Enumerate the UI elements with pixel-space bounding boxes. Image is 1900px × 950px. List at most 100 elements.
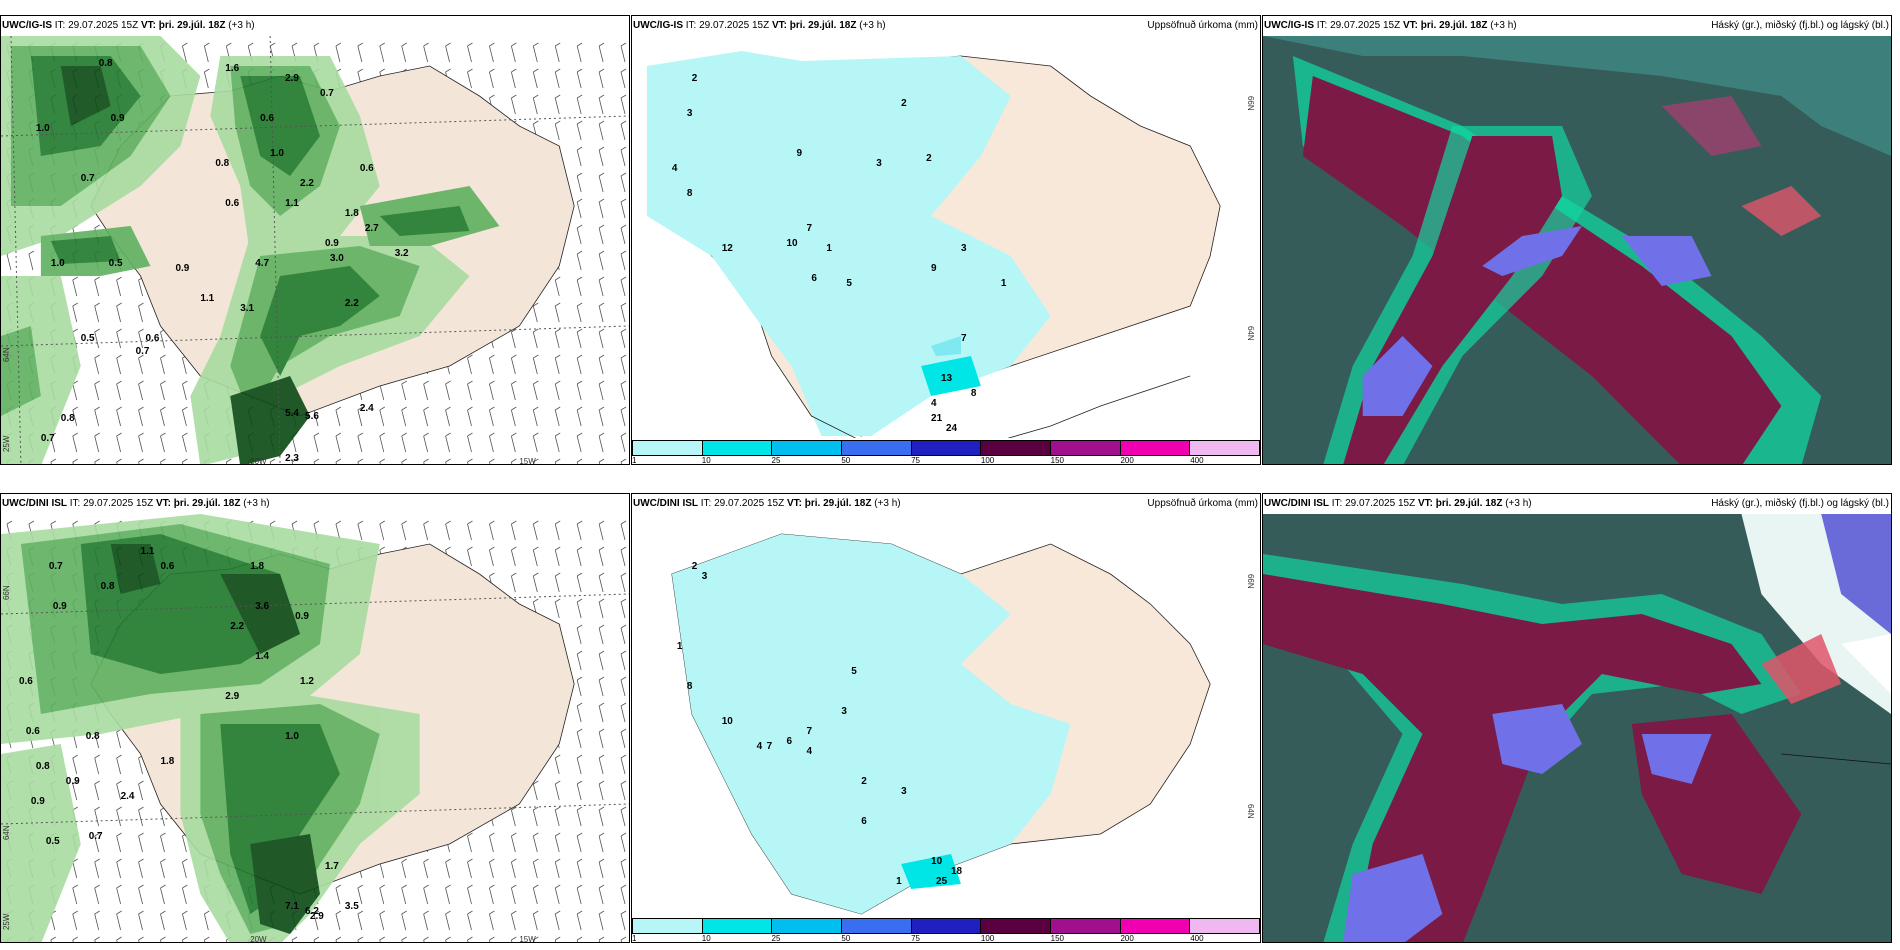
colorbar-segment [842,919,912,933]
wind-barb-tick [555,598,561,603]
wind-barb [160,887,165,905]
wind-barb [72,783,78,801]
wind-barb [401,913,407,931]
wind-barb-tick [138,302,144,307]
value-label: 25 [936,876,948,887]
wind-barb-tick [116,432,122,437]
map-canvas [1263,36,1891,464]
wind-barb [532,783,538,801]
wind-barb-tick [138,380,144,385]
value-label: 0.6 [146,333,160,344]
wind-barb-tick [620,250,627,255]
wind-barb-tick [489,546,495,551]
value-label: 8 [687,188,693,199]
wind-barb [138,887,143,905]
wind-barb [423,523,429,541]
wind-barb [510,523,516,541]
wind-barb-tick [511,432,517,437]
wind-barb [467,409,472,427]
wind-barb-tick [598,432,605,437]
wind-barb [138,913,143,931]
wind-barb-tick [467,520,473,525]
wind-barb-tick [598,68,605,73]
wind-barb [576,679,582,697]
wind-barb [138,383,143,401]
wind-barb [72,305,78,323]
wind-barb-tick [620,458,627,463]
wind-barb-tick [269,520,276,525]
wind-barb-tick [116,910,122,915]
wind-barb [116,383,122,401]
wind-barb-tick [357,42,364,47]
value-label: 2.2 [300,178,314,189]
wind-barb [620,861,626,879]
wind-barb-tick [94,406,100,411]
wind-barb [576,575,582,593]
wind-barb [620,409,626,427]
wind-barb [489,887,494,905]
wind-barb-tick [138,806,144,811]
wind-barb [620,705,626,723]
value-label: 1.0 [51,258,65,269]
wind-barb-tick [576,224,583,229]
colorbar-segment [633,441,703,455]
wind-barb-tick [445,380,451,385]
wind-barb [467,887,472,905]
wind-barb-tick [401,858,407,863]
wind-barb [203,913,209,931]
wind-barb [598,123,604,141]
wind-barb-tick [555,380,561,385]
panel-title: UWC/IG-IS IT: 29.07.2025 15Z VT: þri. 29… [1263,16,1891,36]
wind-barb [116,357,122,375]
wind-barb-tick [533,806,539,811]
wind-barb [116,887,122,905]
wind-barb [554,575,560,593]
wind-barb-tick [576,650,583,655]
colorbar-segment [911,919,982,933]
wind-barb-tick [576,598,583,603]
wind-barb [620,253,626,271]
wind-barb-tick [401,910,407,915]
wind-barb-tick [50,458,57,463]
wind-barb-tick [620,94,627,99]
wind-barb-tick [620,380,627,385]
wind-barb [598,45,604,63]
wind-barb [598,861,604,879]
wind-barb-tick [576,572,583,577]
wind-barb [620,809,626,827]
wind-barb-tick [291,458,298,463]
wind-barb [94,279,100,297]
wind-barb [576,809,582,827]
wind-barb-tick [204,910,210,915]
wind-barb-tick [620,598,627,603]
wind-barb-tick [160,910,166,915]
colorbar-segment [702,441,773,455]
value-label: 3.1 [240,303,254,314]
wind-barb [423,887,429,905]
wind-barb-tick [94,754,100,759]
wind-barb-tick [116,936,122,941]
wind-barb [620,575,626,593]
wind-barb-tick [576,146,583,151]
wind-barb [576,331,582,349]
wind-barb-tick [423,380,429,385]
panel-title: UWC/DINI ISL IT: 29.07.2025 15Z VT: þri.… [1,494,629,514]
wind-barb-tick [576,676,583,681]
wind-barb [598,331,604,349]
value-label: 0.9 [53,601,67,612]
wind-barb-tick [555,120,561,125]
wind-barb [423,435,429,453]
wind-barb [510,409,516,427]
wind-barb-tick [291,520,298,525]
value-label: 0.9 [175,263,189,274]
wind-barb [489,435,494,453]
value-label: 5 [851,666,857,677]
colorbar-segment [1051,441,1121,455]
wind-barb-tick [94,302,100,307]
wind-barb-tick [313,458,320,463]
value-label: 0.6 [26,726,40,737]
value-label: 1 [896,876,902,887]
wind-barb-tick [598,598,605,603]
wind-barb-tick [598,302,605,307]
value-label: 4 [672,163,678,174]
